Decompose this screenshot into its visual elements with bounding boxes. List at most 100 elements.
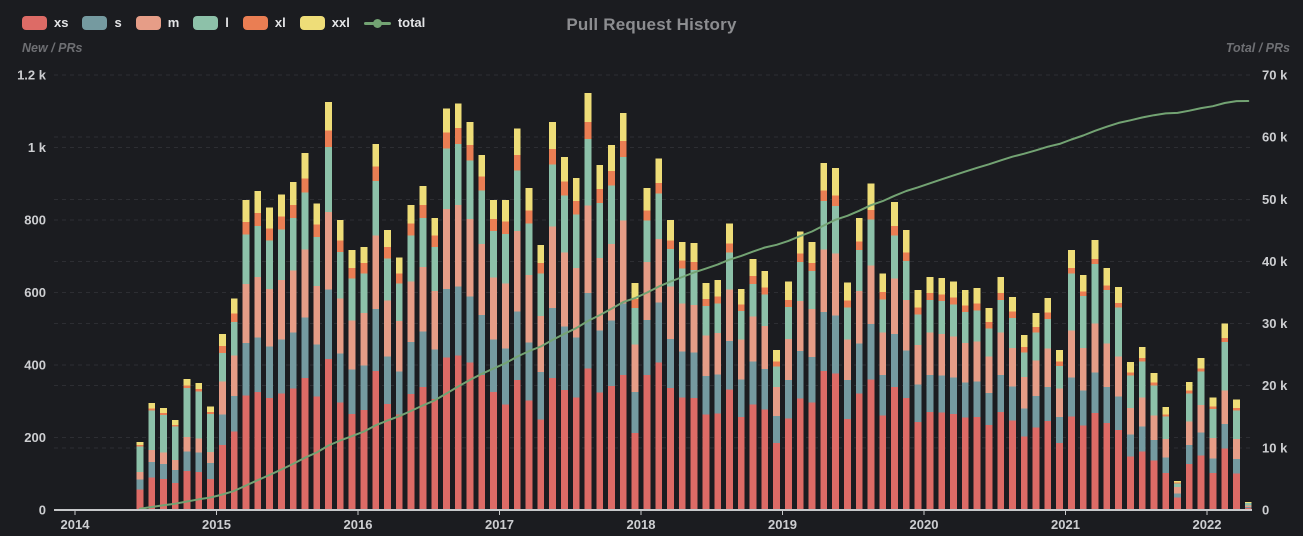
bar-segment-m [1079, 347, 1087, 391]
bar-segment-xxl [431, 217, 439, 236]
bar-segment-l [761, 294, 769, 326]
bar-segment-m [336, 298, 344, 354]
bar-segment-m [879, 332, 887, 376]
bar-segment-s [466, 296, 474, 363]
bar-segment-xs [643, 374, 651, 510]
bar-segment-xs [277, 393, 285, 510]
bar-segment-xxl [914, 289, 922, 308]
bar-segment-s [678, 351, 686, 398]
bar-segment-l [219, 353, 226, 382]
legend-item-xxl[interactable]: xxl [299, 16, 350, 30]
bar-segment-s [395, 371, 403, 415]
legend-item-m[interactable]: m [135, 16, 179, 30]
bar-segment-l [313, 237, 321, 286]
bar-segment-xxl [961, 289, 969, 306]
bar-segment-s [726, 341, 733, 390]
bar-segment-xxl [443, 108, 450, 133]
bar-segment-l [360, 273, 368, 313]
bar-segment-xl [1020, 347, 1028, 353]
legend-item-s[interactable]: s [82, 16, 122, 30]
bar-segment-xs [631, 432, 639, 510]
bar-segment-m [749, 316, 757, 362]
legend-item-xs[interactable]: xs [22, 16, 68, 30]
bar-segment-m [325, 212, 332, 290]
bar-segment-l [773, 366, 780, 388]
bar-segment-l [926, 300, 934, 333]
bar-segment-l [867, 219, 875, 266]
bar-segment-m [702, 335, 710, 377]
bar-segment-m [1185, 421, 1193, 445]
bar-segment-xl [985, 322, 993, 329]
bar-segment-xs [183, 470, 191, 510]
bar-segment-l [914, 314, 922, 346]
bar-segment-xl [961, 305, 969, 313]
bar-segment-xl [808, 263, 816, 272]
bar-segment-xxl [714, 280, 722, 297]
bar-segment-l [619, 156, 627, 221]
bar-segment-xl [1126, 372, 1134, 376]
bar-segment-l [372, 180, 380, 236]
bar-segment-xl [690, 262, 698, 271]
bar-segment-s [631, 391, 639, 433]
bar-segment-xs [572, 397, 580, 510]
bar-segment-xs [254, 391, 262, 510]
bar-segment-xxl [478, 155, 486, 177]
legend-item-total[interactable]: total [363, 16, 425, 30]
bar-segment-m [160, 452, 167, 464]
bar-segment-l [973, 310, 981, 342]
bar-segment-xs [301, 378, 309, 510]
bar-segment-l [207, 413, 214, 452]
bar-segment-s [148, 461, 156, 478]
bar-segment-s [537, 371, 545, 420]
x-axis-year-label: 2014 [61, 517, 91, 532]
bar-segment-xs [1079, 425, 1087, 510]
bar-segment-xl [1162, 414, 1170, 417]
bar-segment-xxl [348, 250, 356, 269]
bar-segment-xl [301, 178, 309, 193]
bar-segment-xxl [289, 181, 297, 205]
bar-segment-xxl [1032, 313, 1040, 327]
bar-segment-xxl [195, 382, 203, 389]
bar-segment-xs [985, 425, 993, 510]
bar-segment-xl [726, 243, 733, 253]
bar-segment-xxl [277, 194, 285, 217]
bar-segment-xxl [230, 298, 238, 314]
bar-segment-xs [1209, 473, 1217, 510]
bar-segment-xxl [1221, 323, 1229, 339]
bar-segment-xs [1174, 497, 1181, 510]
bar-segment-s [914, 384, 922, 422]
bar-segment-l [384, 258, 391, 301]
bar-segment-xs [702, 414, 710, 510]
bar-segment-m [726, 289, 733, 342]
bar-segment-xs [1115, 429, 1122, 510]
bar-segment-xl [431, 235, 439, 248]
bar-segment-m [785, 338, 792, 380]
bar-segment-s [549, 308, 556, 379]
bar-segment-xxl [820, 163, 828, 191]
bar-segment-xs [1020, 436, 1028, 510]
bar-segment-s [325, 289, 332, 359]
bar-segment-xl [1068, 268, 1075, 274]
bar-segment-xl [643, 210, 651, 221]
bar-segment-l [843, 307, 851, 340]
bar-segment-l [419, 218, 427, 267]
bar-segment-s [1103, 386, 1111, 423]
bar-segment-xs [808, 402, 816, 510]
bar-segment-xl [1150, 382, 1158, 386]
bar-segment-m [1233, 438, 1240, 459]
bar-segment-xl [1115, 303, 1122, 308]
bar-segment-l [1197, 371, 1205, 405]
legend-item-l[interactable]: l [193, 16, 229, 30]
bar-segment-s [643, 320, 651, 375]
legend-item-xl[interactable]: xl [242, 16, 286, 30]
bar-segment-l [891, 235, 898, 279]
bar-segment-s [619, 303, 627, 376]
bar-segment-s [1091, 372, 1099, 413]
bar-segment-xl [914, 307, 922, 315]
bar-segment-xs [1103, 423, 1111, 510]
bar-segment-l [950, 304, 957, 337]
bar-segment-xl [678, 260, 686, 269]
bar-segment-l [690, 270, 698, 305]
bar-segment-s [1233, 458, 1240, 474]
bar-segment-s [407, 342, 415, 394]
